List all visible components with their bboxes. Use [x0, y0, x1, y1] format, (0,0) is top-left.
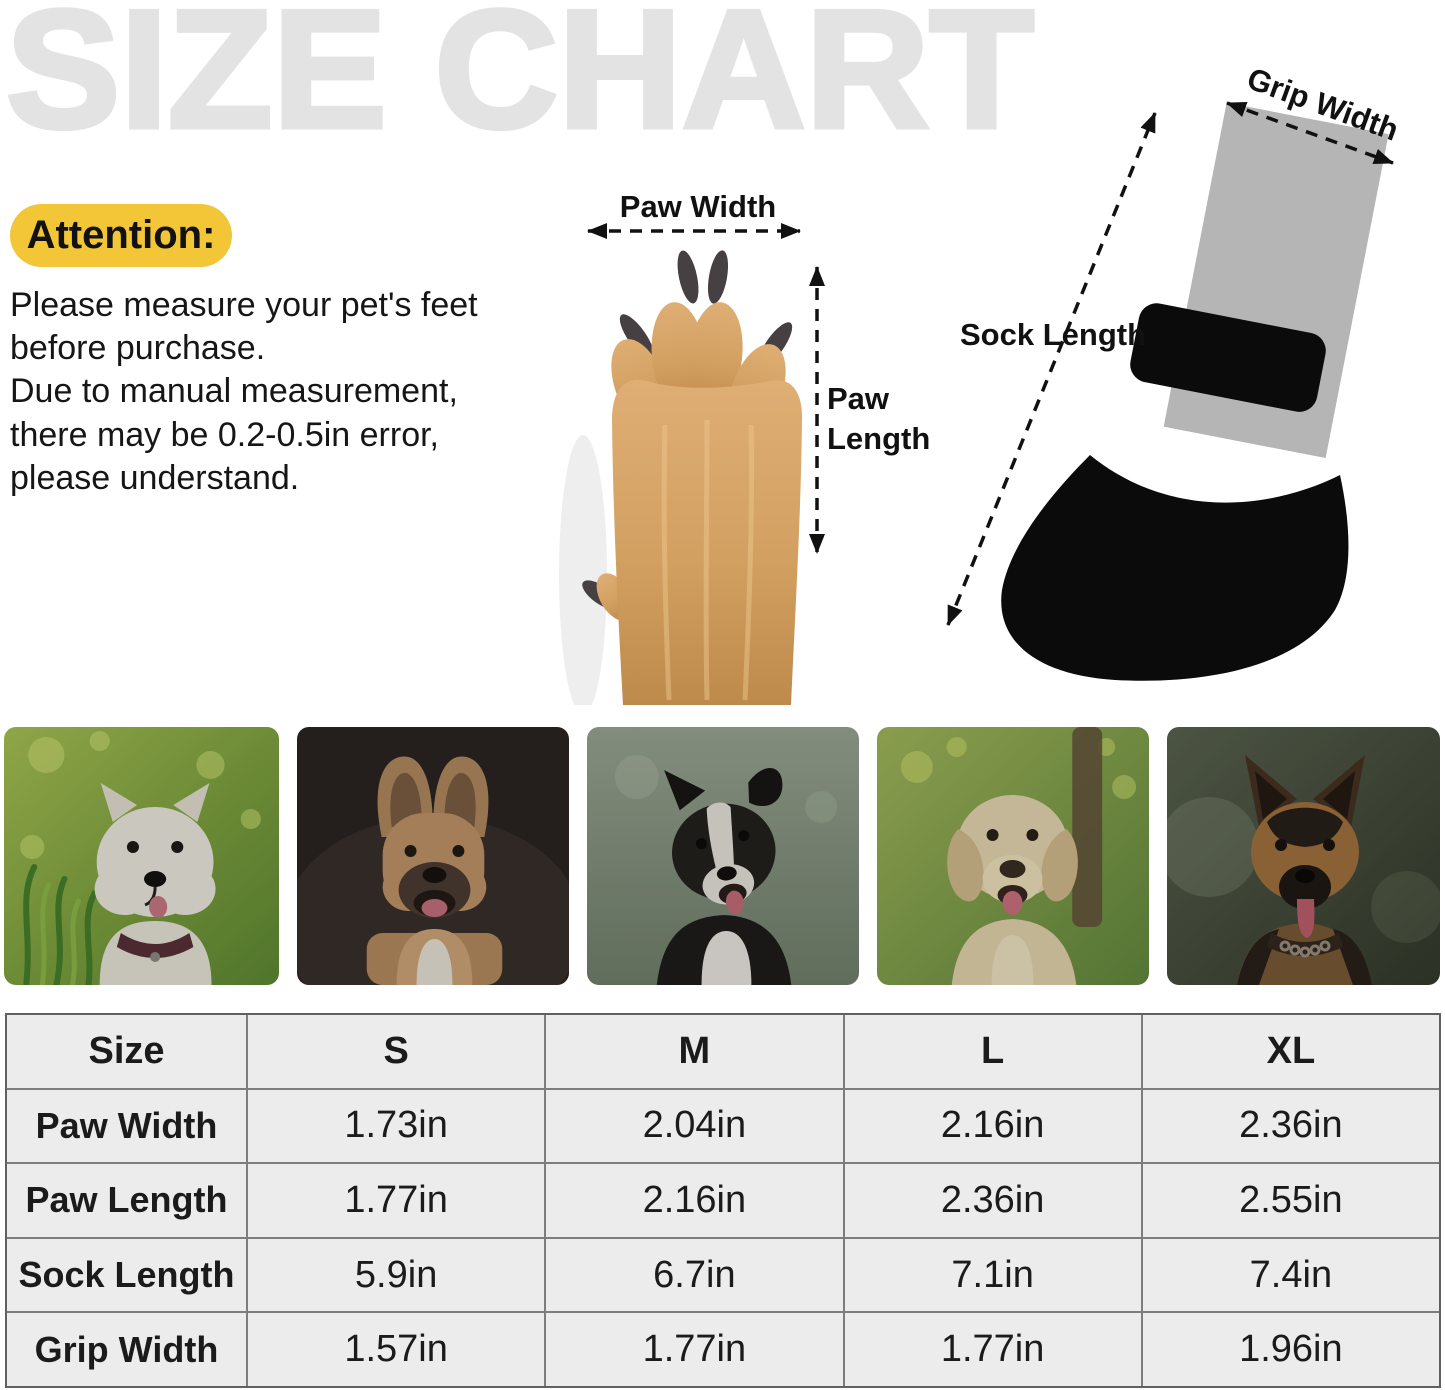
sock-length-label: Sock Length — [960, 317, 1146, 352]
westie-illustration — [4, 727, 279, 985]
value-grip-width-xl: 1.96in — [1142, 1313, 1439, 1386]
value-sock-length-xl: 7.4in — [1142, 1238, 1439, 1312]
paw-fur-streaks — [661, 419, 755, 701]
paw-measure-diagram: Paw Width Paw Length — [559, 189, 930, 705]
value-paw-length-m: 2.16in — [546, 1164, 843, 1237]
page-title: SIZE CHART — [6, 0, 1034, 150]
paw-illustration — [596, 302, 803, 705]
paw-width-label: Paw Width — [620, 189, 776, 224]
value-paw-length-l: 2.36in — [844, 1164, 1141, 1237]
value-grip-width-s: 1.57in — [248, 1313, 545, 1386]
paw-length-label-line1: Paw — [827, 381, 890, 416]
german-shepherd-illustration — [1167, 727, 1440, 985]
french-bulldog-illustration — [297, 727, 569, 985]
column-header-xl: XL — [1142, 1015, 1439, 1088]
column-header-l: L — [844, 1015, 1141, 1088]
dog-photo-german-shepherd — [1167, 727, 1440, 985]
value-paw-width-m: 2.04in — [546, 1089, 843, 1163]
value-paw-width-s: 1.73in — [248, 1089, 545, 1163]
photo-dim-overlay — [1167, 727, 1440, 985]
value-grip-width-m: 1.77in — [546, 1313, 843, 1386]
sock-foot — [1001, 455, 1349, 681]
attention-text: Please measure your pet's feet before pu… — [10, 286, 478, 497]
dog-photo-labrador — [877, 727, 1149, 985]
labrador-illustration — [877, 727, 1149, 985]
attention-badge: Attention: — [10, 204, 232, 267]
sock-length-arrow — [946, 112, 1157, 626]
column-header-size: Size — [7, 1015, 246, 1088]
column-header-s: S — [248, 1015, 545, 1088]
border-collie-illustration — [587, 727, 859, 985]
value-grip-width-l: 1.77in — [844, 1313, 1141, 1386]
row-label-grip-width: Grip Width — [7, 1313, 246, 1386]
attention-badge-label: Attention: — [26, 213, 216, 257]
value-paw-width-l: 2.16in — [844, 1089, 1141, 1163]
value-paw-width-xl: 2.36in — [1142, 1089, 1439, 1163]
grip-width-arrow — [1226, 101, 1394, 165]
photo-dim-overlay — [877, 727, 1149, 985]
dog-photo-french-bulldog — [297, 727, 569, 985]
photo-dim-overlay — [4, 727, 279, 985]
paw-shadow — [559, 435, 607, 705]
photo-dim-overlay — [297, 727, 569, 985]
column-header-m: M — [546, 1015, 843, 1088]
row-label-paw-length: Paw Length — [7, 1164, 246, 1237]
size-table: Size S M L XL Paw Width 1.73in 2.04in 2.… — [5, 1013, 1441, 1388]
dog-photo-border-collie — [587, 727, 859, 985]
value-sock-length-m: 6.7in — [546, 1238, 843, 1312]
value-sock-length-l: 7.1in — [844, 1238, 1141, 1312]
photo-dim-overlay — [587, 727, 859, 985]
row-label-paw-width: Paw Width — [7, 1089, 246, 1163]
paw-length-label-line2: Length — [827, 421, 930, 456]
value-paw-length-xl: 2.55in — [1142, 1164, 1439, 1237]
sock-illustration — [1130, 102, 1389, 459]
dog-photo-west-highland-terrier — [4, 727, 279, 985]
sock-measure-diagram: Grip Width Sock Length — [946, 61, 1403, 681]
row-label-sock-length: Sock Length — [7, 1238, 246, 1312]
value-sock-length-s: 5.9in — [248, 1238, 545, 1312]
page-title-graphic: SIZE CHART — [4, 0, 1037, 150]
value-paw-length-s: 1.77in — [248, 1164, 545, 1237]
